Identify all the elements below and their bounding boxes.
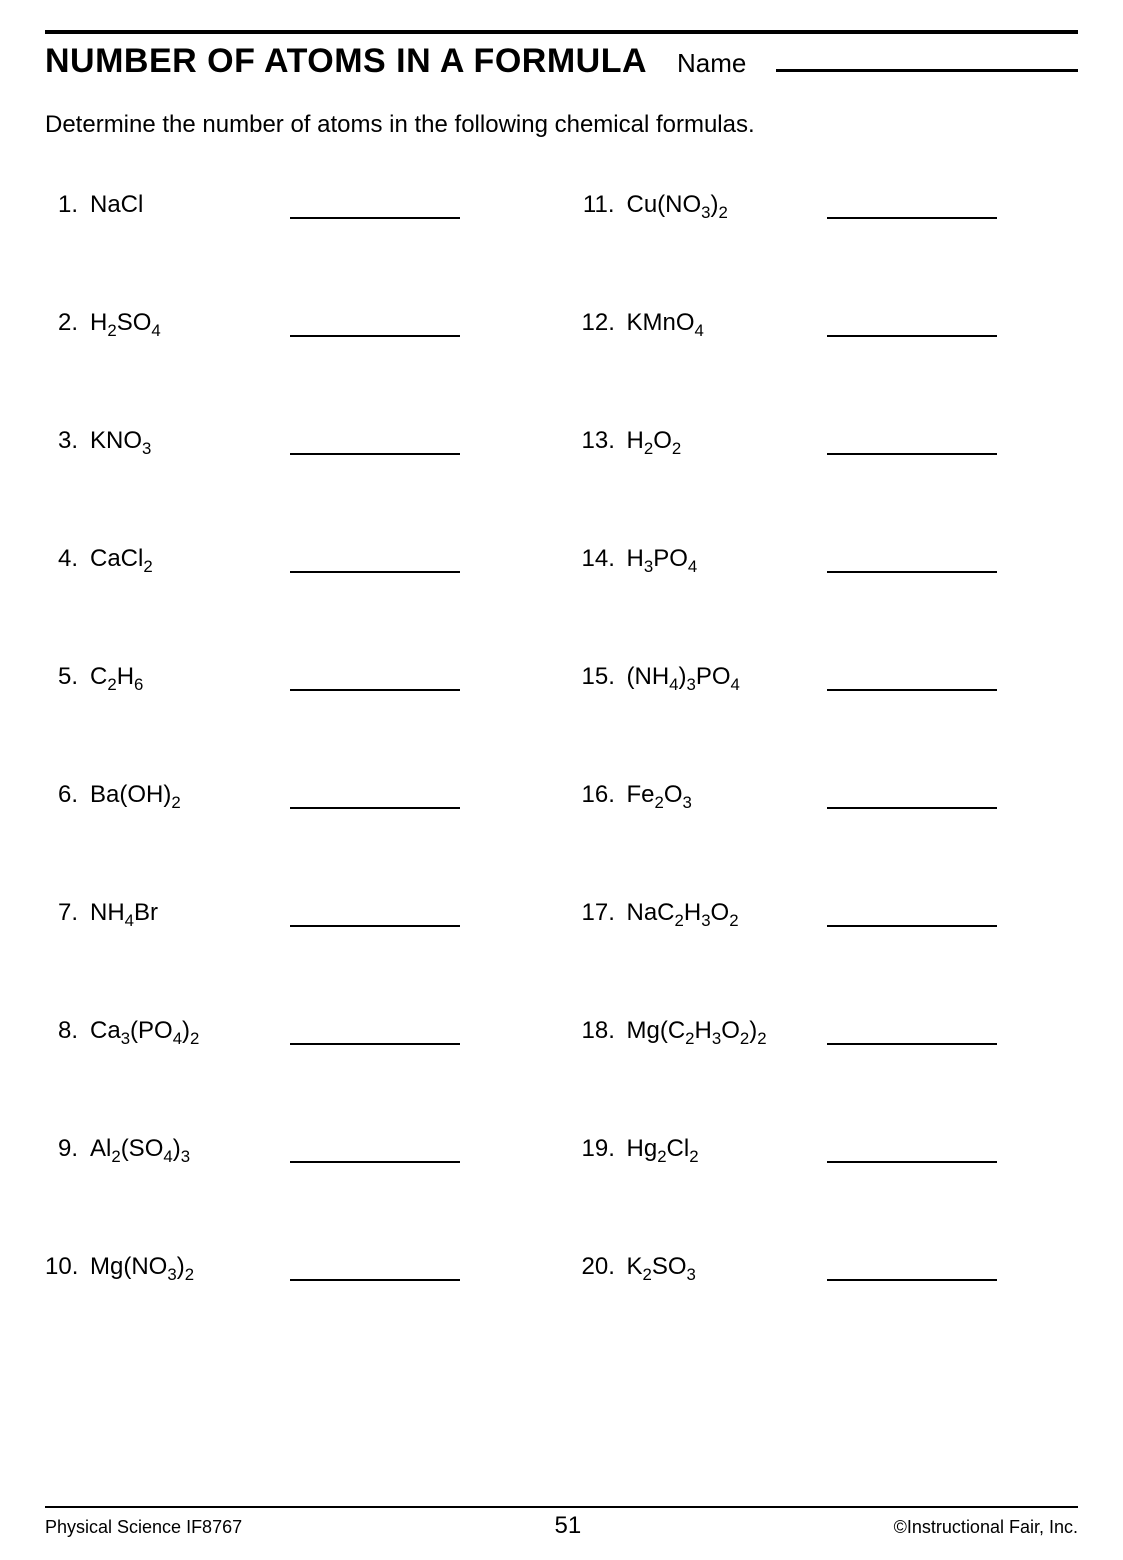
item-number: 9. <box>45 1135 90 1163</box>
instructions: Determine the number of atoms in the fol… <box>45 111 1078 139</box>
item-number: 15. <box>582 663 627 691</box>
worksheet-item: 10.Mg(NO3)2 <box>45 1241 542 1281</box>
chemical-formula: Mg(C2H3O2)2 <box>627 1017 827 1045</box>
worksheet-item: 8.Ca3(PO4)2 <box>45 1005 542 1045</box>
item-number: 6. <box>45 781 90 809</box>
item-number: 19. <box>582 1135 627 1163</box>
answer-blank-line[interactable] <box>827 431 997 455</box>
chemical-formula: C2H6 <box>90 663 290 691</box>
answer-blank-line[interactable] <box>827 195 997 219</box>
answer-blank-line[interactable] <box>827 1139 997 1163</box>
chemical-formula: Hg2Cl2 <box>627 1135 827 1163</box>
item-number: 13. <box>582 427 627 455</box>
answer-blank-line[interactable] <box>827 313 997 337</box>
item-number: 18. <box>582 1017 627 1045</box>
footer-right: ©Instructional Fair, Inc. <box>894 1517 1078 1538</box>
answer-blank-line[interactable] <box>827 1021 997 1045</box>
chemical-formula: Al2(SO4)3 <box>90 1135 290 1163</box>
name-label: Name <box>677 48 746 79</box>
chemical-formula: KNO3 <box>90 427 290 455</box>
chemical-formula: H2SO4 <box>90 309 290 337</box>
worksheet-item: 14.H3PO4 <box>582 533 1079 573</box>
item-number: 10. <box>45 1253 90 1281</box>
worksheet-item: 12.KMnO4 <box>582 297 1079 337</box>
chemical-formula: Ba(OH)2 <box>90 781 290 809</box>
footer: Physical Science IF8767 51 ©Instructiona… <box>45 1508 1078 1540</box>
footer-left: Physical Science IF8767 <box>45 1517 242 1538</box>
answer-blank-line[interactable] <box>290 903 460 927</box>
answer-blank-line[interactable] <box>290 1139 460 1163</box>
chemical-formula: (NH4)3PO4 <box>627 663 827 691</box>
answer-blank-line[interactable] <box>827 1257 997 1281</box>
worksheet-item: 7.NH4Br <box>45 887 542 927</box>
answer-blank-line[interactable] <box>290 313 460 337</box>
chemical-formula: NaC2H3O2 <box>627 899 827 927</box>
answer-blank-line[interactable] <box>827 549 997 573</box>
answer-blank-line[interactable] <box>290 195 460 219</box>
answer-blank-line[interactable] <box>827 667 997 691</box>
answer-blank-line[interactable] <box>290 785 460 809</box>
column-left: 1.NaCl 2.H2SO4 3.KNO3 4.CaCl2 5.C2H6 6.Ba(OH)… <box>45 179 542 1446</box>
answer-blank-line[interactable] <box>290 549 460 573</box>
answer-blank-line[interactable] <box>827 785 997 809</box>
top-rule <box>45 30 1078 34</box>
chemical-formula: NaCl <box>90 191 290 219</box>
answer-blank-line[interactable] <box>827 903 997 927</box>
worksheet-item: 4.CaCl2 <box>45 533 542 573</box>
item-number: 20. <box>582 1253 627 1281</box>
item-number: 3. <box>45 427 90 455</box>
worksheet-item: 15.(NH4)3PO4 <box>582 651 1079 691</box>
worksheet-item: 11.Cu(NO3)2 <box>582 179 1079 219</box>
chemical-formula: KMnO4 <box>627 309 827 337</box>
chemical-formula: Cu(NO3)2 <box>627 191 827 219</box>
page-number: 51 <box>555 1512 582 1540</box>
worksheet-columns: 1.NaCl 2.H2SO4 3.KNO3 4.CaCl2 5.C2H6 6.Ba(OH)… <box>45 179 1078 1446</box>
chemical-formula: NH4Br <box>90 899 290 927</box>
worksheet-item: 19.Hg2Cl2 <box>582 1123 1079 1163</box>
worksheet-item: 5.C2H6 <box>45 651 542 691</box>
chemical-formula: K2SO3 <box>627 1253 827 1281</box>
chemical-formula: Mg(NO3)2 <box>90 1253 290 1281</box>
item-number: 1. <box>45 191 90 219</box>
item-number: 8. <box>45 1017 90 1045</box>
chemical-formula: Ca3(PO4)2 <box>90 1017 290 1045</box>
item-number: 4. <box>45 545 90 573</box>
item-number: 5. <box>45 663 90 691</box>
item-number: 2. <box>45 309 90 337</box>
chemical-formula: Fe2O3 <box>627 781 827 809</box>
item-number: 17. <box>582 899 627 927</box>
footer-wrap: Physical Science IF8767 51 ©Instructiona… <box>45 1446 1078 1540</box>
name-blank-line[interactable] <box>776 54 1078 72</box>
worksheet-item: 16.Fe2O3 <box>582 769 1079 809</box>
page-title: NUMBER OF ATOMS IN A FORMULA <box>45 42 647 81</box>
chemical-formula: CaCl2 <box>90 545 290 573</box>
worksheet-item: 1.NaCl <box>45 179 542 219</box>
worksheet-item: 3.KNO3 <box>45 415 542 455</box>
chemical-formula: H2O2 <box>627 427 827 455</box>
worksheet-item: 2.H2SO4 <box>45 297 542 337</box>
header: NUMBER OF ATOMS IN A FORMULA Name <box>45 42 1078 81</box>
worksheet-item: 18.Mg(C2H3O2)2 <box>582 1005 1079 1045</box>
item-number: 11. <box>582 191 627 219</box>
worksheet-item: 9.Al2(SO4)3 <box>45 1123 542 1163</box>
item-number: 7. <box>45 899 90 927</box>
column-right: 11.Cu(NO3)2 12.KMnO4 13.H2O2 14.H3PO4 15.(NH… <box>582 179 1079 1446</box>
worksheet-item: 17.NaC2H3O2 <box>582 887 1079 927</box>
worksheet-item: 13.H2O2 <box>582 415 1079 455</box>
answer-blank-line[interactable] <box>290 1257 460 1281</box>
answer-blank-line[interactable] <box>290 1021 460 1045</box>
answer-blank-line[interactable] <box>290 667 460 691</box>
answer-blank-line[interactable] <box>290 431 460 455</box>
item-number: 14. <box>582 545 627 573</box>
worksheet-item: 20.K2SO3 <box>582 1241 1079 1281</box>
chemical-formula: H3PO4 <box>627 545 827 573</box>
worksheet-item: 6.Ba(OH)2 <box>45 769 542 809</box>
item-number: 16. <box>582 781 627 809</box>
item-number: 12. <box>582 309 627 337</box>
